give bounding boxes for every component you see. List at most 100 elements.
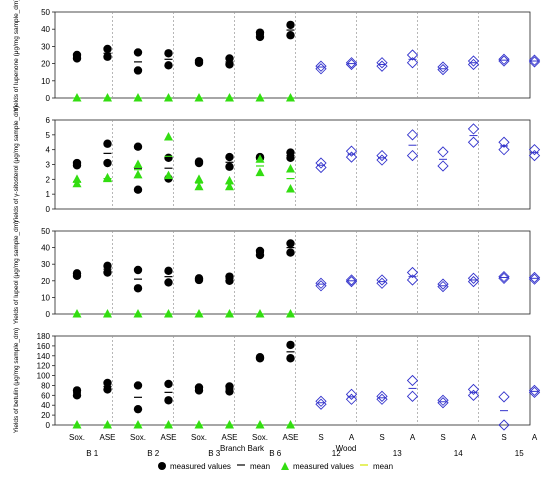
data-point-diamond <box>528 271 541 284</box>
panel-frame <box>54 335 531 426</box>
data-point-triangle <box>103 309 112 318</box>
data-point-circle <box>133 142 143 151</box>
data-point-circle <box>103 44 112 54</box>
data-point-diamond <box>528 384 541 397</box>
data-point-diamond <box>498 136 510 148</box>
data-point-circle <box>103 139 112 148</box>
sample-label: 12 <box>332 449 341 458</box>
data-point-triangle <box>286 183 295 193</box>
data-point-diamond <box>345 58 358 71</box>
data-point-circle <box>255 246 265 256</box>
data-point-circle <box>133 284 143 293</box>
sample-label: B 6 <box>269 449 282 458</box>
data-point-triangle <box>164 132 173 141</box>
data-point-diamond <box>498 272 510 284</box>
data-point-circle <box>72 158 82 168</box>
data-point-triangle <box>133 309 143 318</box>
data-point-diamond <box>528 56 541 68</box>
sample-label: B 2 <box>147 449 160 458</box>
data-point-triangle <box>133 169 143 179</box>
legend-marker-triangle <box>281 462 289 470</box>
x-tick-label: Sox. <box>191 433 207 442</box>
panel-2: 0 1 2 3 4 5 6 Yields of γ-sitosterol (μg/mg sam… <box>13 106 541 224</box>
y-axis-label: Yields of lupeol (μg/mg sample_dm) <box>13 221 20 325</box>
y-tick-label: 140 <box>37 352 51 361</box>
data-point-circle <box>103 261 112 271</box>
data-point-circle <box>225 54 234 63</box>
data-point-triangle <box>72 93 82 102</box>
data-point-circle <box>194 383 204 392</box>
data-point-diamond <box>345 393 358 405</box>
y-tick-label: 4 <box>46 146 51 155</box>
data-point-triangle <box>164 420 173 429</box>
data-point-diamond <box>467 123 480 135</box>
data-point-triangle <box>225 181 234 191</box>
data-point-triangle <box>225 93 234 102</box>
data-point-circle <box>164 49 173 58</box>
y-tick-label: 6 <box>46 116 51 125</box>
data-point-triangle <box>255 93 265 102</box>
data-point-triangle <box>194 93 204 102</box>
data-point-triangle <box>164 309 173 318</box>
legend: Branch Bark Wood measured values mean me… <box>158 444 393 471</box>
data-point-diamond <box>406 390 419 402</box>
data-point-diamond <box>498 144 510 156</box>
x-tick-label: A <box>349 433 355 442</box>
data-point-diamond <box>498 53 510 65</box>
data-point-circle <box>286 248 295 257</box>
y-axis-label: Yields of lupenone (μg/mg sample_dm) <box>13 0 20 111</box>
data-point-triangle <box>225 420 234 429</box>
panel-3: 0 10 20 30 40 50 Yields of lupeol (μg/mg sampl… <box>13 221 541 325</box>
data-point-diamond <box>406 129 419 141</box>
y-tick-label: 30 <box>41 42 50 51</box>
data-point-diamond <box>315 161 327 174</box>
data-point-triangle <box>286 93 295 102</box>
data-point-diamond <box>345 57 358 69</box>
data-point-triangle <box>133 159 143 168</box>
data-point-circle <box>225 272 234 281</box>
y-tick-label: 40 <box>41 244 50 253</box>
panel-1: 0 10 20 30 40 50 Yields of lupenone (μg/mg sam… <box>13 0 541 111</box>
data-point-triangle <box>286 163 295 173</box>
x-tick-label: S <box>318 433 323 442</box>
x-tick-label: A <box>471 433 477 442</box>
data-point-circle <box>103 378 112 388</box>
x-tick-label: A <box>532 433 538 442</box>
data-point-triangle <box>103 93 112 102</box>
y-tick-label: 50 <box>41 227 50 236</box>
sample-label: 15 <box>515 449 524 458</box>
data-point-circle <box>103 268 112 277</box>
y-tick-label: 30 <box>41 260 50 269</box>
data-point-diamond <box>315 157 327 169</box>
y-tick-label: 5 <box>46 131 51 140</box>
data-point-diamond <box>437 63 449 76</box>
x-tick-label: A <box>410 433 416 442</box>
data-point-triangle <box>255 309 265 318</box>
data-point-diamond <box>467 136 480 148</box>
x-tick-label: Sox. <box>252 433 268 442</box>
data-point-diamond <box>406 374 419 387</box>
data-point-triangle <box>286 420 295 429</box>
data-point-diamond <box>467 272 480 284</box>
y-axis-label: Yields of γ-sitosterol (μg/mg sample_dm) <box>13 106 20 224</box>
data-point-diamond <box>437 146 449 158</box>
group-label-branch-bark: Branch Bark <box>220 444 265 453</box>
data-point-triangle <box>194 420 204 429</box>
panel-frame <box>54 119 531 210</box>
y-tick-label: 120 <box>37 362 51 371</box>
data-point-diamond <box>528 144 541 156</box>
data-point-diamond <box>315 395 327 407</box>
y-tick-label: 20 <box>41 60 50 69</box>
data-point-diamond <box>406 274 419 286</box>
data-point-diamond <box>498 55 510 67</box>
data-point-diamond <box>406 149 419 162</box>
data-point-circle <box>72 50 82 60</box>
data-point-circle <box>72 269 82 278</box>
data-point-diamond <box>467 275 480 288</box>
legend-label-measured-values-green: measured values <box>293 462 354 471</box>
data-point-diamond <box>376 390 388 402</box>
data-point-circle <box>194 274 204 283</box>
data-point-diamond <box>406 57 419 69</box>
data-point-diamond <box>467 389 480 401</box>
